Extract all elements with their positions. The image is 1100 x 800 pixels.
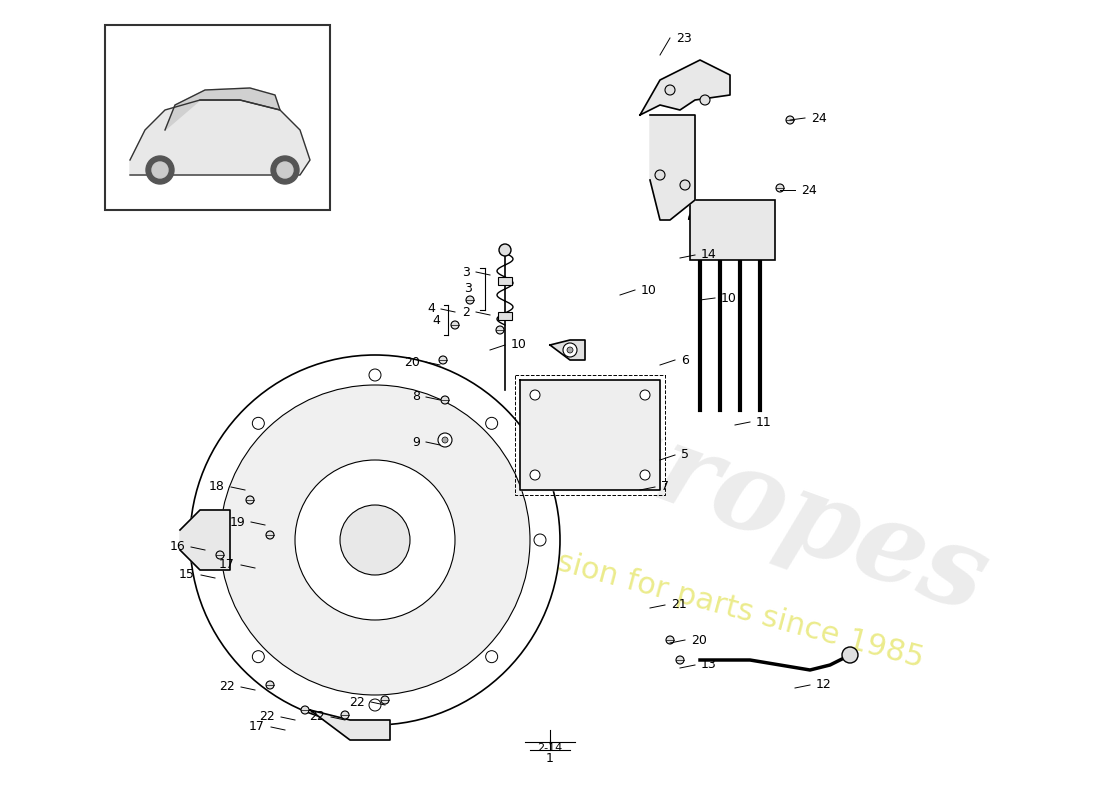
Text: 4: 4 bbox=[427, 302, 434, 315]
Text: 24: 24 bbox=[811, 111, 827, 125]
Circle shape bbox=[252, 650, 264, 662]
Text: 10: 10 bbox=[641, 283, 657, 297]
Circle shape bbox=[301, 706, 309, 714]
Text: 6: 6 bbox=[681, 354, 689, 366]
Circle shape bbox=[530, 470, 540, 480]
Text: 9: 9 bbox=[412, 435, 420, 449]
Circle shape bbox=[640, 390, 650, 400]
Circle shape bbox=[204, 534, 216, 546]
Text: 22: 22 bbox=[219, 681, 235, 694]
Text: 3: 3 bbox=[464, 282, 472, 295]
Circle shape bbox=[216, 551, 224, 559]
Circle shape bbox=[530, 390, 540, 400]
Text: a passion for parts since 1985: a passion for parts since 1985 bbox=[473, 526, 926, 674]
Polygon shape bbox=[520, 380, 660, 490]
Text: 23: 23 bbox=[676, 31, 692, 45]
Circle shape bbox=[563, 343, 578, 357]
Bar bbox=[498, 312, 512, 320]
Text: 13: 13 bbox=[701, 658, 717, 671]
Bar bbox=[498, 277, 512, 285]
Text: europes: europes bbox=[499, 365, 1001, 635]
Polygon shape bbox=[640, 60, 730, 115]
Circle shape bbox=[220, 385, 530, 695]
Bar bbox=[690, 200, 776, 260]
Circle shape bbox=[786, 116, 794, 124]
Text: 12: 12 bbox=[816, 678, 832, 691]
Circle shape bbox=[486, 650, 497, 662]
Text: 22: 22 bbox=[309, 710, 324, 723]
Circle shape bbox=[441, 396, 449, 404]
Circle shape bbox=[438, 433, 452, 447]
Text: 18: 18 bbox=[209, 481, 226, 494]
Text: 11: 11 bbox=[756, 415, 772, 429]
Circle shape bbox=[666, 85, 675, 95]
Circle shape bbox=[442, 437, 448, 443]
Circle shape bbox=[486, 418, 497, 430]
Circle shape bbox=[368, 699, 381, 711]
Text: 17: 17 bbox=[219, 558, 235, 571]
Circle shape bbox=[266, 531, 274, 539]
Circle shape bbox=[776, 184, 784, 192]
Polygon shape bbox=[180, 510, 230, 570]
Text: 20: 20 bbox=[691, 634, 707, 646]
Text: 22: 22 bbox=[350, 695, 365, 709]
Circle shape bbox=[340, 505, 410, 575]
Text: 5: 5 bbox=[681, 449, 689, 462]
Text: 20: 20 bbox=[404, 355, 420, 369]
Circle shape bbox=[666, 636, 674, 644]
Circle shape bbox=[439, 356, 447, 364]
Polygon shape bbox=[550, 340, 585, 360]
Text: 14: 14 bbox=[701, 249, 717, 262]
Circle shape bbox=[499, 244, 512, 256]
Circle shape bbox=[466, 296, 474, 304]
Circle shape bbox=[190, 355, 560, 725]
Polygon shape bbox=[130, 100, 310, 175]
Text: 10: 10 bbox=[512, 338, 527, 351]
Circle shape bbox=[271, 156, 299, 184]
Circle shape bbox=[676, 656, 684, 664]
Circle shape bbox=[640, 470, 650, 480]
Circle shape bbox=[152, 162, 168, 178]
Text: 1: 1 bbox=[546, 751, 554, 765]
Text: 17: 17 bbox=[249, 721, 265, 734]
Circle shape bbox=[368, 369, 381, 381]
Text: 22: 22 bbox=[260, 710, 275, 723]
Circle shape bbox=[451, 321, 459, 329]
Circle shape bbox=[654, 170, 666, 180]
Text: 7: 7 bbox=[661, 481, 669, 494]
Circle shape bbox=[680, 180, 690, 190]
Text: 16: 16 bbox=[169, 541, 185, 554]
Text: 15: 15 bbox=[179, 569, 195, 582]
Text: 8: 8 bbox=[412, 390, 420, 403]
Text: 2: 2 bbox=[462, 306, 470, 318]
Circle shape bbox=[295, 460, 455, 620]
Circle shape bbox=[146, 156, 174, 184]
Circle shape bbox=[534, 534, 546, 546]
Bar bbox=[104, 25, 330, 210]
Text: 24: 24 bbox=[801, 183, 816, 197]
Circle shape bbox=[277, 162, 293, 178]
Text: 19: 19 bbox=[229, 515, 245, 529]
Circle shape bbox=[252, 418, 264, 430]
Text: 10: 10 bbox=[720, 291, 737, 305]
Text: 3: 3 bbox=[462, 266, 470, 278]
Polygon shape bbox=[310, 710, 390, 740]
Polygon shape bbox=[165, 88, 280, 130]
Circle shape bbox=[341, 711, 349, 719]
Circle shape bbox=[496, 326, 504, 334]
Circle shape bbox=[700, 95, 710, 105]
Text: 4: 4 bbox=[432, 314, 440, 326]
Circle shape bbox=[266, 681, 274, 689]
Circle shape bbox=[246, 496, 254, 504]
Text: 2-14: 2-14 bbox=[538, 743, 562, 753]
Circle shape bbox=[566, 347, 573, 353]
Circle shape bbox=[842, 647, 858, 663]
Circle shape bbox=[381, 696, 389, 704]
Polygon shape bbox=[650, 115, 695, 220]
Text: 21: 21 bbox=[671, 598, 686, 611]
